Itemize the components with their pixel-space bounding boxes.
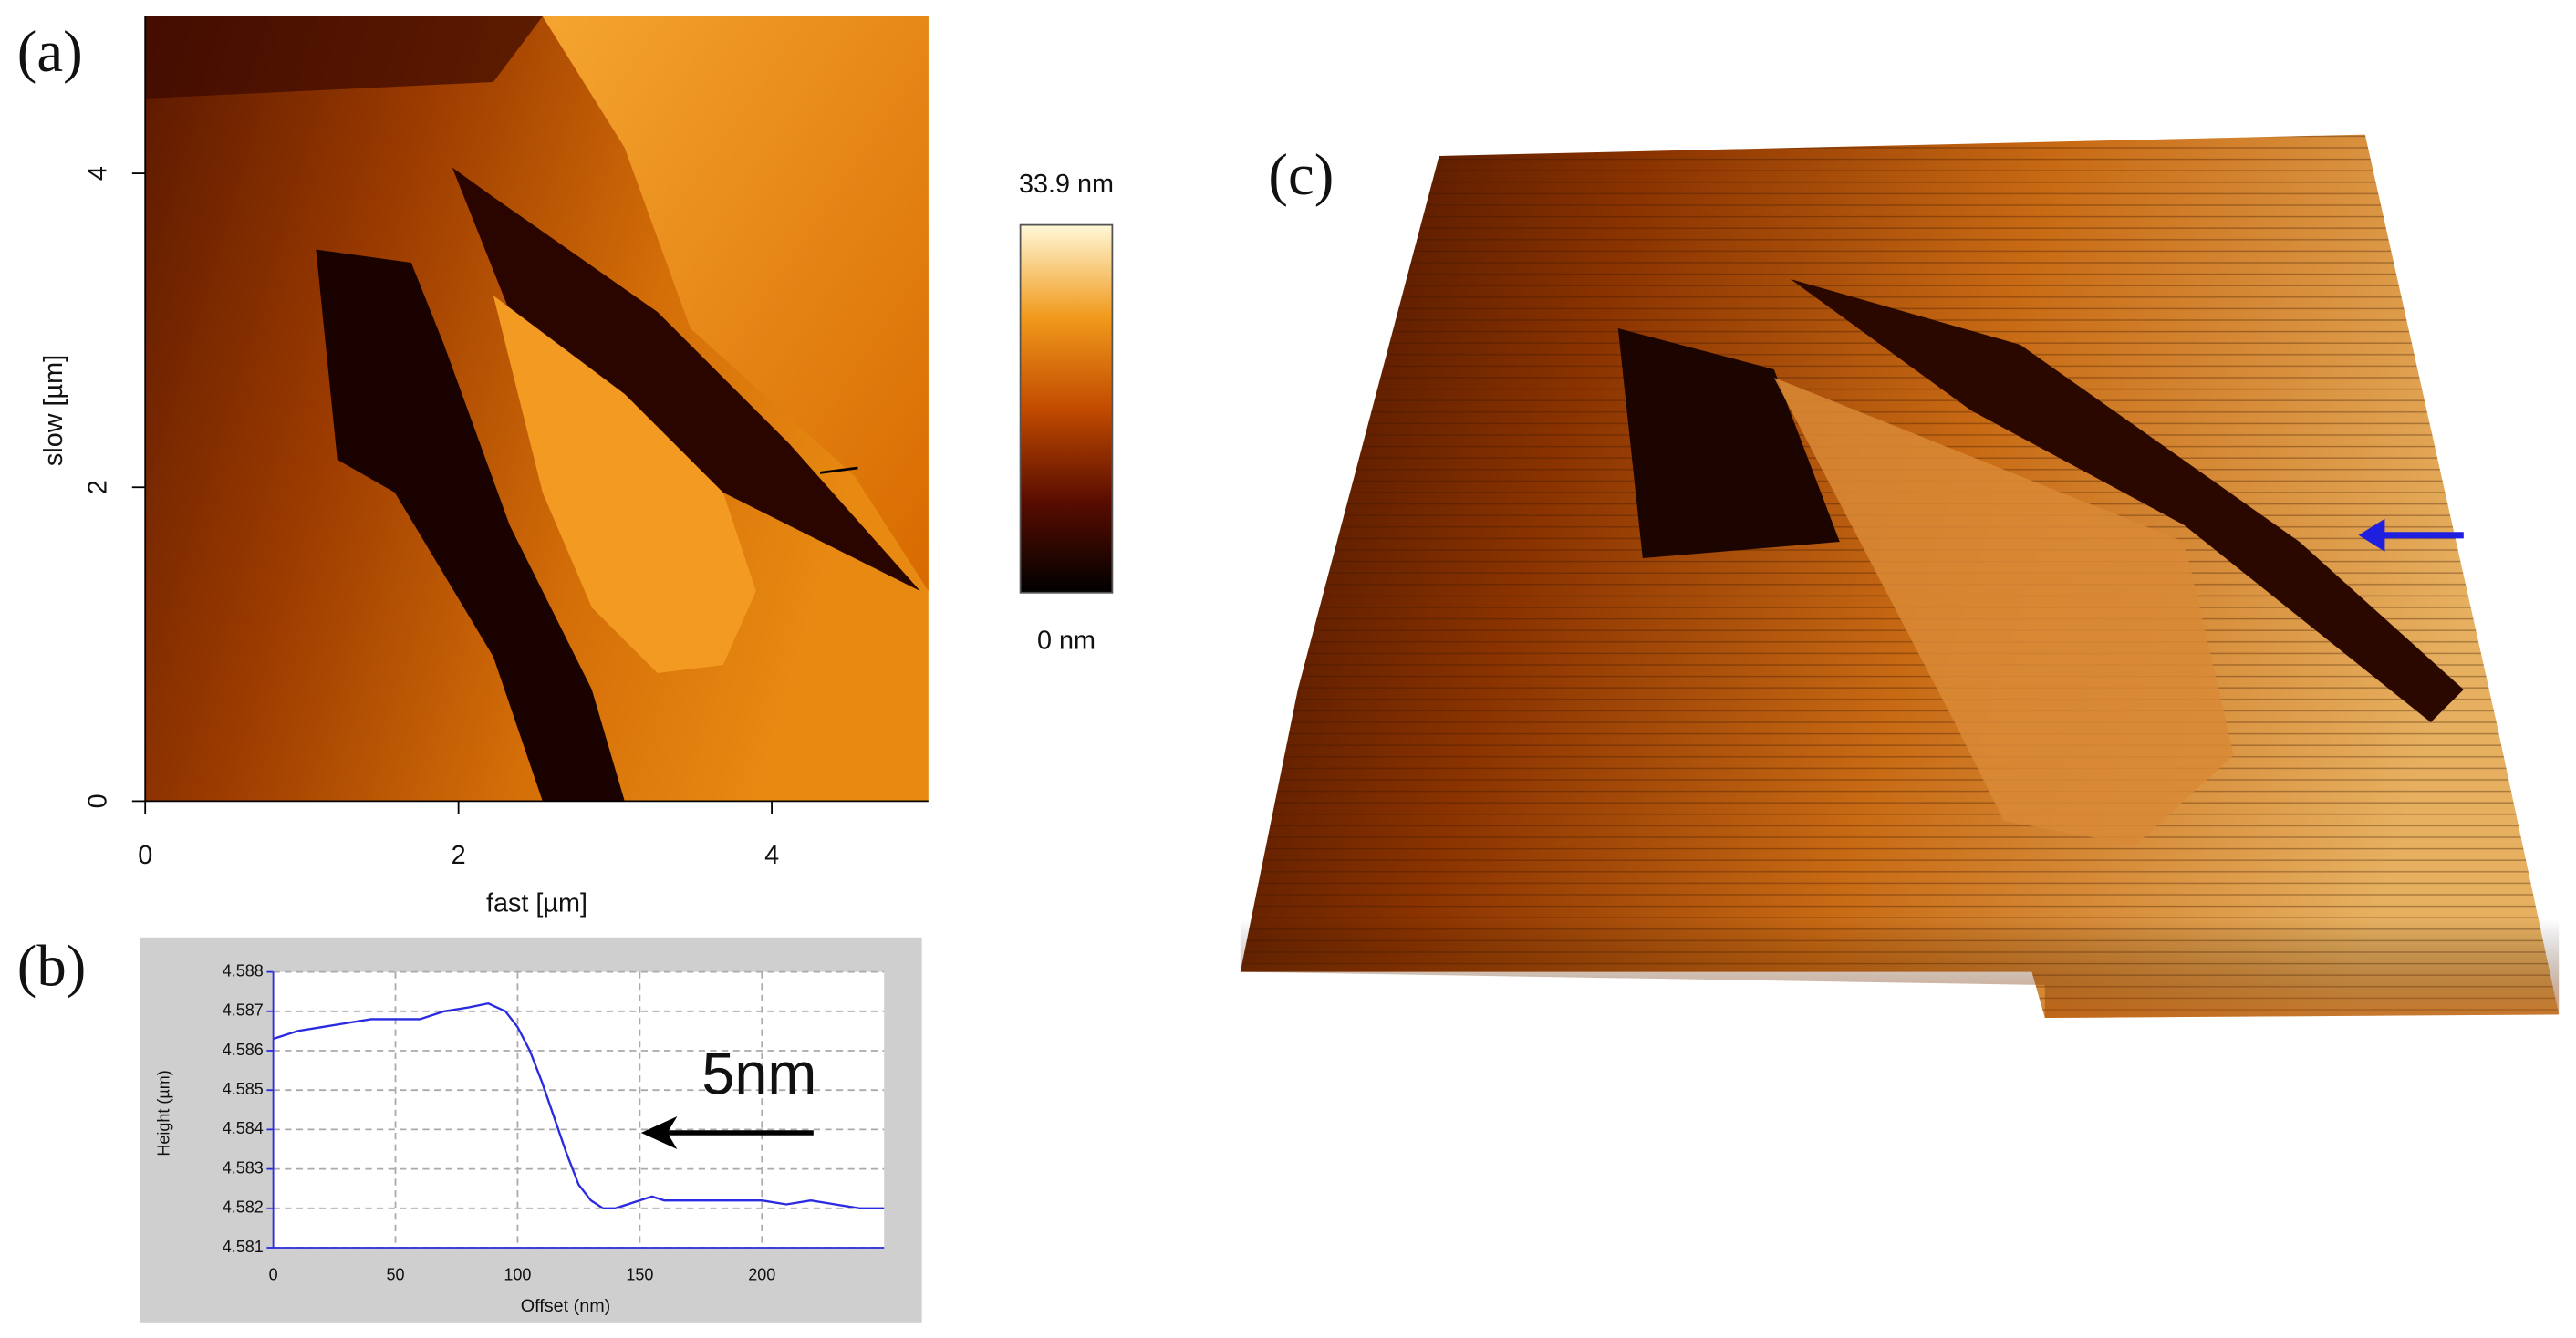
panel-label: (b) — [17, 933, 87, 999]
x-tick-label: 100 — [504, 1265, 531, 1283]
plot-area — [273, 971, 885, 1248]
annotation-arrow-head — [640, 1116, 678, 1149]
y-tick-label: 4.585 — [223, 1080, 264, 1098]
surface-front — [1240, 919, 2560, 1018]
dark-channel — [452, 167, 920, 591]
x-tick-label: 0 — [269, 1265, 278, 1283]
island — [493, 296, 756, 673]
y-tick-label: 4.586 — [223, 1041, 264, 1059]
3d-panel — [1240, 134, 2560, 1019]
arrow-head — [2358, 518, 2385, 552]
trench — [1790, 279, 2464, 722]
annotation: 5nm — [701, 1041, 816, 1107]
colorbar — [1019, 223, 1114, 594]
island — [1773, 378, 2234, 845]
dark-channel — [316, 249, 625, 802]
y-axis-label: slow [µm] — [39, 355, 68, 466]
x-tick-label: 200 — [748, 1265, 775, 1283]
y-tick-label: 0 — [83, 793, 112, 808]
y-tick-label: 4.583 — [223, 1158, 264, 1177]
y-tick-label: 4.581 — [223, 1238, 264, 1256]
y-tick-label: 4.582 — [223, 1198, 264, 1217]
colorbar-label: 33.9 nm — [1019, 170, 1114, 199]
panel-label: (c) — [1268, 142, 1334, 208]
x-axis-label: Offset (nm) — [521, 1296, 611, 1316]
x-tick-label: 50 — [387, 1265, 405, 1283]
afm-panel — [145, 16, 929, 802]
trench — [1617, 328, 1840, 558]
y-axis-label: Height (µm) — [155, 1070, 173, 1156]
x-tick-label: 4 — [764, 841, 779, 870]
terrace — [542, 16, 929, 591]
colorbar-label: 0 nm — [1037, 626, 1096, 655]
y-tick-label: 4 — [83, 166, 112, 181]
panel-label: (a) — [17, 19, 83, 85]
x-tick-label: 2 — [452, 841, 466, 870]
profile-line — [819, 466, 858, 474]
y-tick-label: 2 — [83, 480, 112, 494]
dark-region — [145, 16, 543, 99]
x-tick-label: 0 — [138, 841, 152, 870]
data-line — [273, 1001, 885, 1209]
y-tick-label: 4.584 — [223, 1119, 264, 1137]
x-axis-label: fast [µm] — [486, 888, 587, 918]
y-tick-label: 4.587 — [223, 1001, 264, 1020]
x-tick-label: 150 — [626, 1265, 653, 1283]
y-tick-label: 4.588 — [223, 961, 264, 980]
